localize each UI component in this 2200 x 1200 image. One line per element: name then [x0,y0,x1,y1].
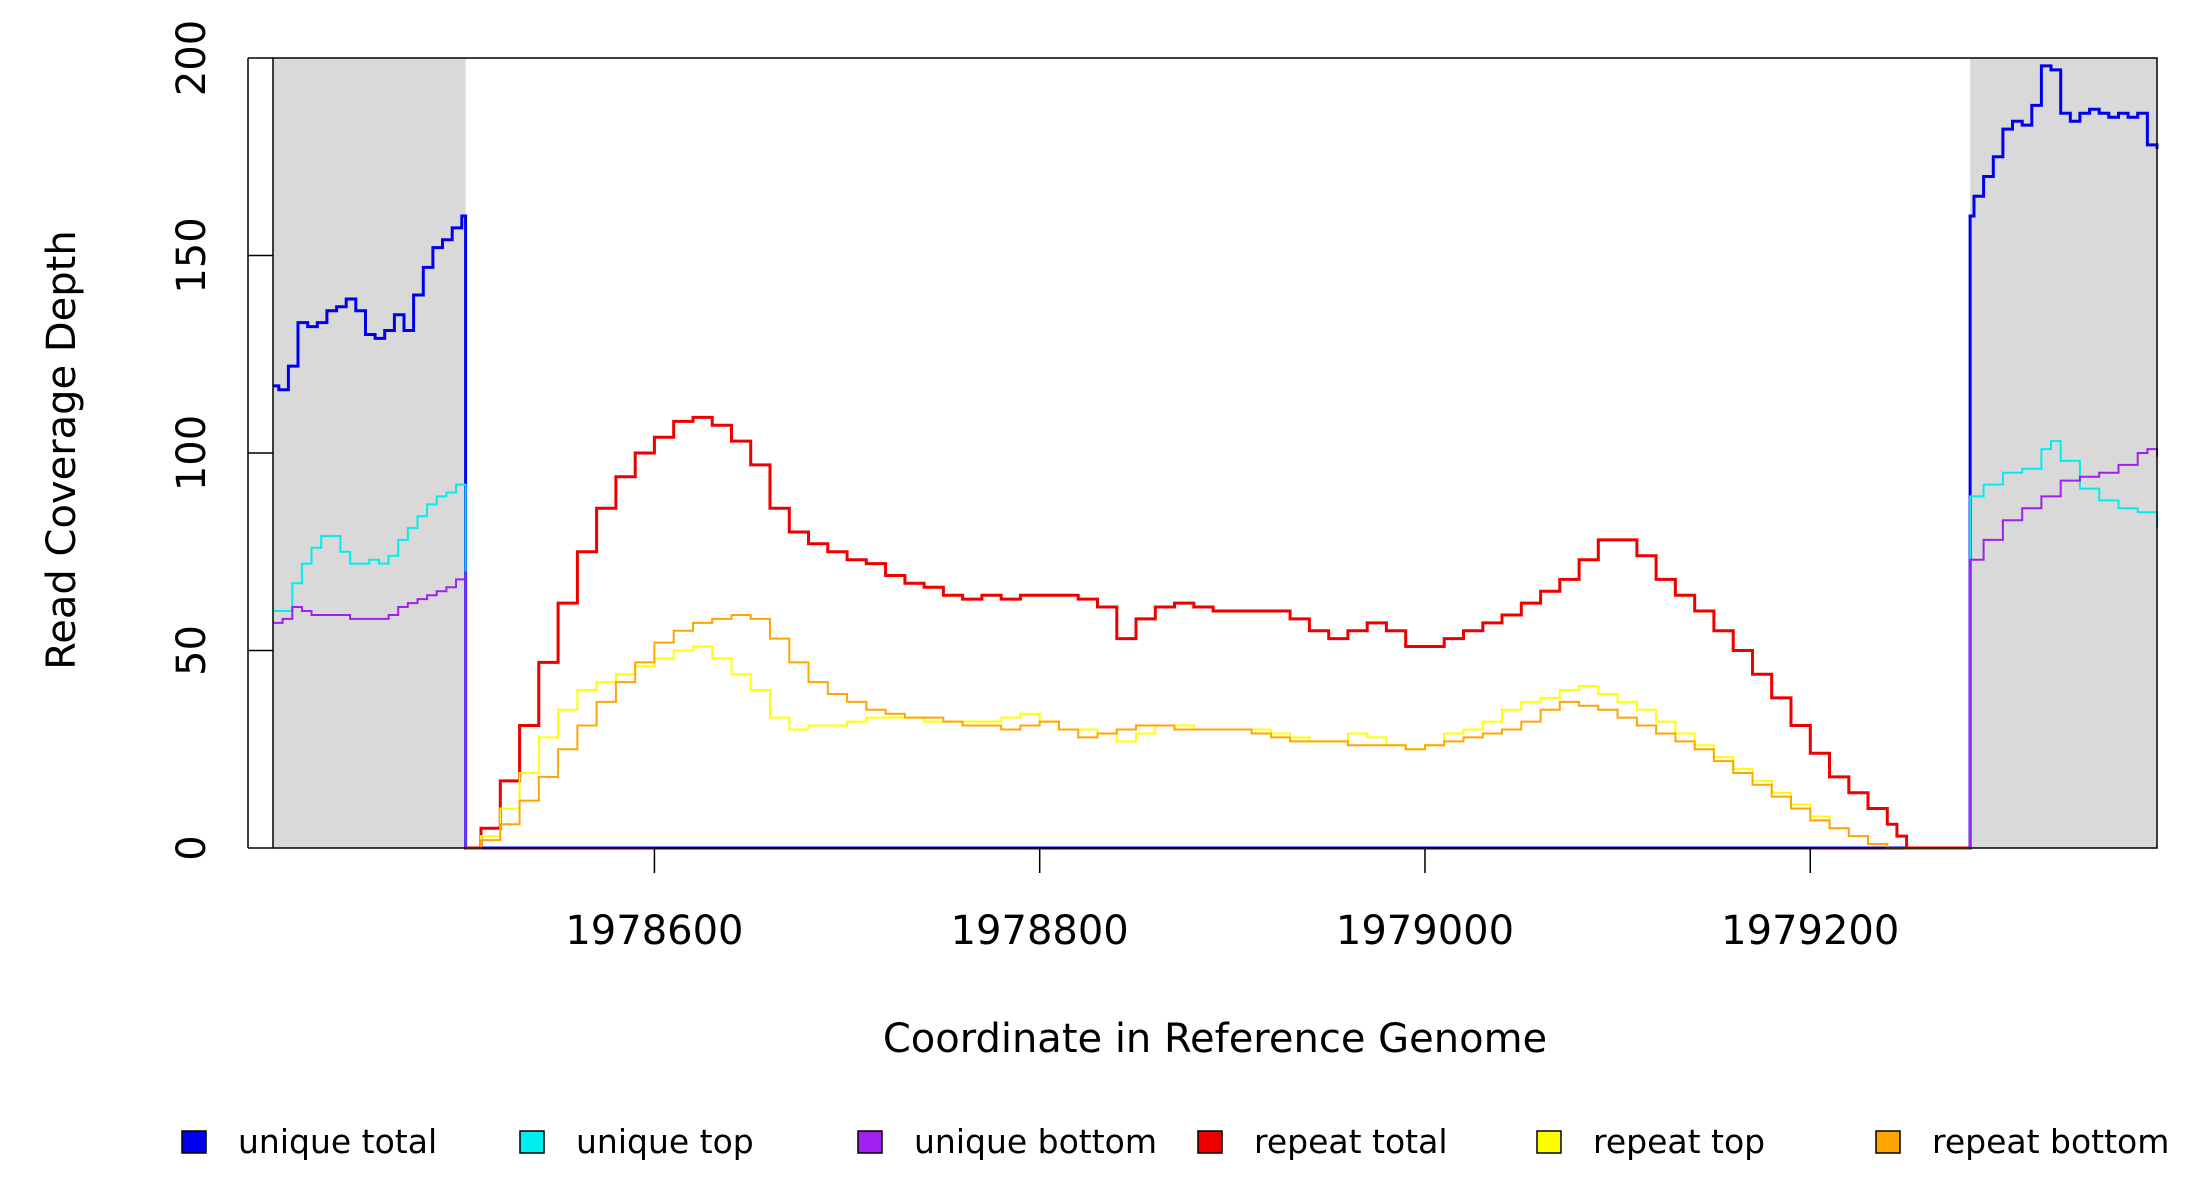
legend: unique total unique top unique bottom repea… [181,1122,2169,1161]
y-tick-label: 50 [169,625,215,676]
y-tick-label: 100 [169,415,215,491]
x-tick-label: 1978600 [565,908,743,954]
legend-swatch [1197,1130,1223,1154]
series-unique-bottom-line [273,448,2158,849]
legend-label: repeat total [1254,1122,1448,1161]
axes: 0 50 100 150 200 1978600 1978800 1979000 1979200 [169,20,1899,954]
y-tick-label: 200 [169,20,215,96]
legend-label: repeat bottom [1932,1122,2169,1161]
shaded-regions [273,58,2157,848]
legend-label: unique top [576,1122,754,1161]
legend-label: repeat top [1593,1122,1765,1161]
legend-swatch [1536,1130,1562,1154]
series-repeat-top-line [465,645,1971,849]
series-lines [273,64,2159,850]
series-repeat-total-line [465,415,1971,850]
x-axis-label: Coordinate in Reference Genome [883,1016,1547,1062]
y-tick-label: 150 [169,217,215,293]
legend-swatch [857,1130,883,1154]
series-unique-top-line [273,440,2158,849]
x-tick-label: 1979000 [1336,908,1514,954]
legend-swatch [181,1130,207,1154]
legend-swatch [519,1130,545,1154]
series-unique-total-line [273,64,2159,850]
y-axis-label: Read Coverage Depth [39,230,85,669]
shaded-region-2 [1970,58,2157,848]
shaded-region-1 [273,58,466,848]
x-tick-label: 1978800 [951,908,1129,954]
y-tick-label: 0 [169,835,215,860]
series-repeat-bottom-line [465,614,1971,849]
legend-label: unique bottom [914,1122,1157,1161]
x-tick-label: 1979200 [1721,908,1899,954]
legend-swatch [1875,1130,1901,1154]
legend-label: unique total [238,1122,437,1161]
